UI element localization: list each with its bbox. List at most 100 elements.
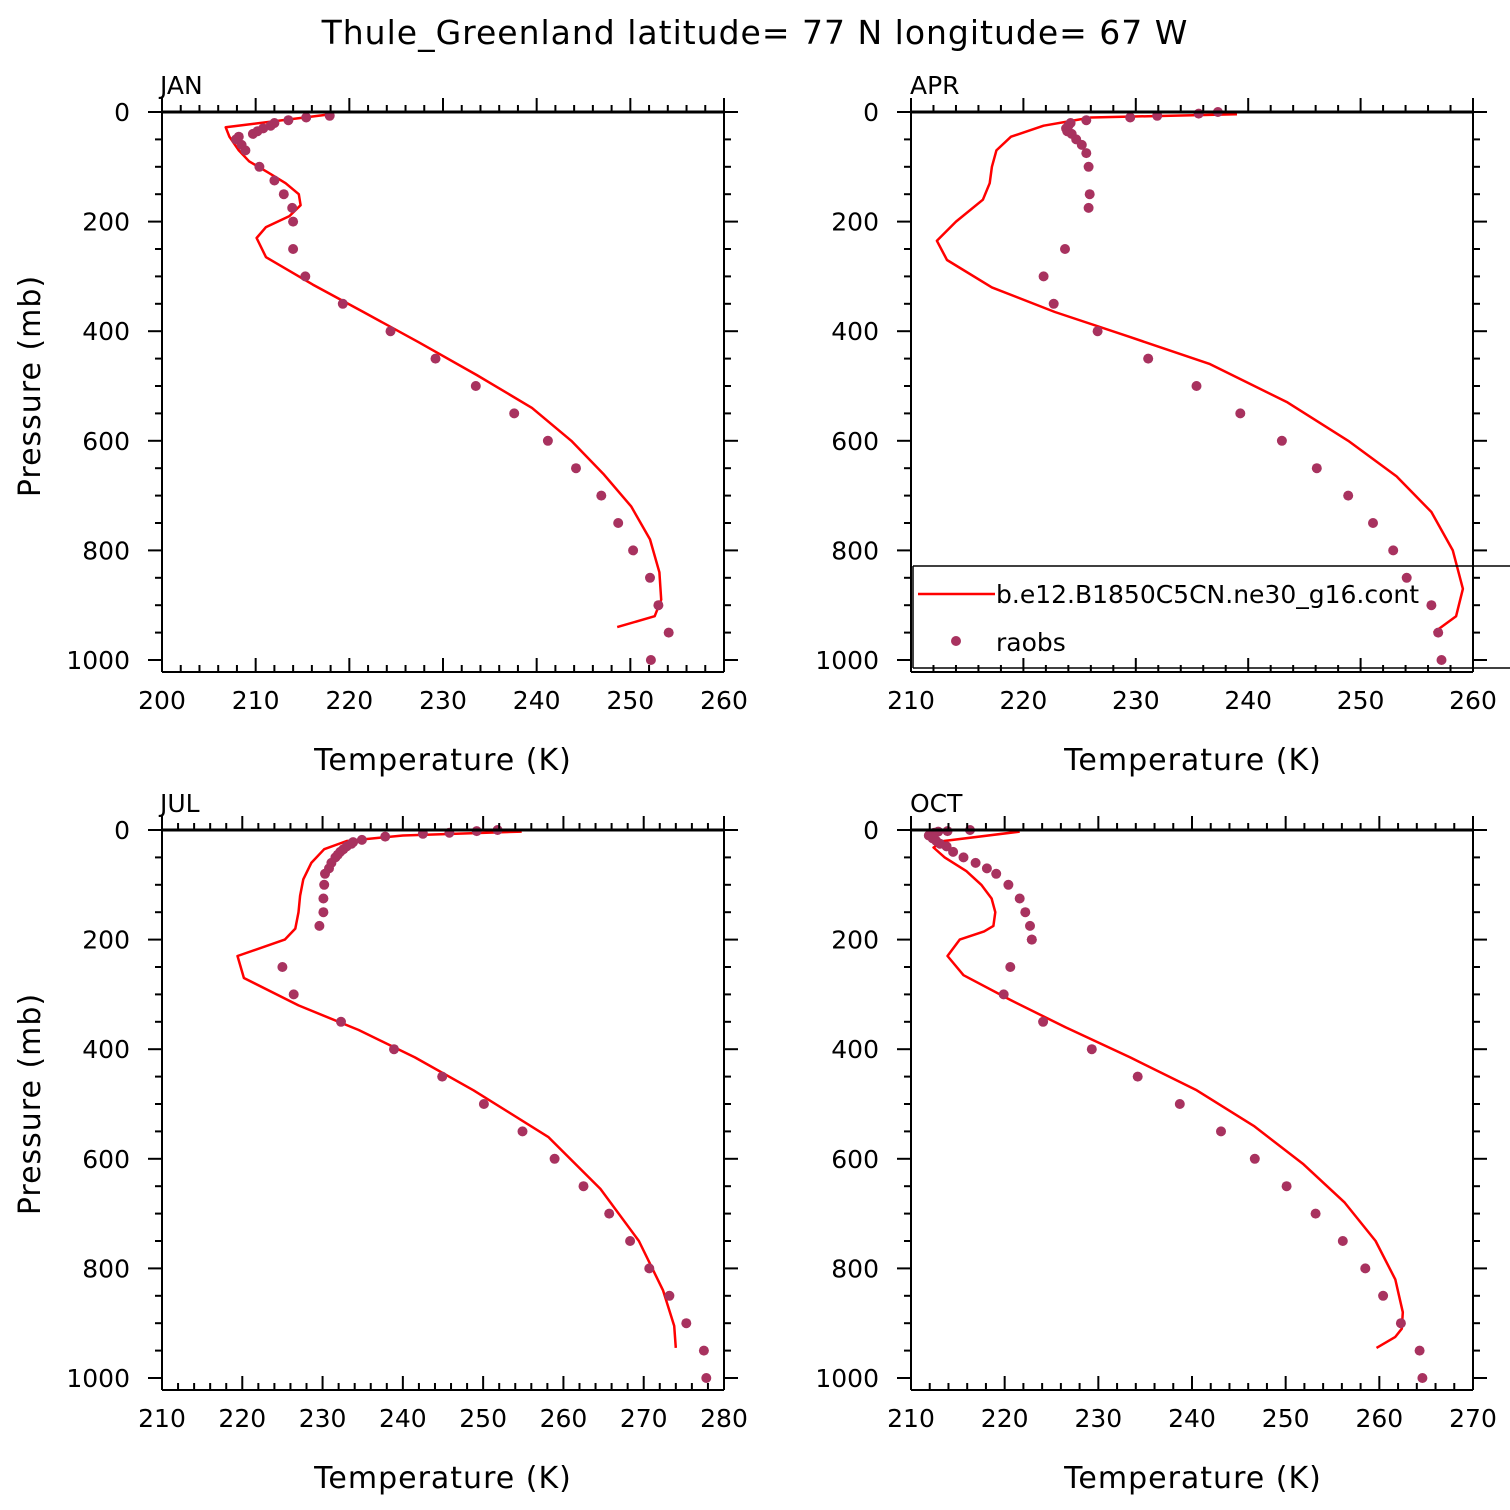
raobs-point [681, 1318, 692, 1329]
raobs-point [698, 1345, 709, 1356]
y-tick-label: 200 [82, 926, 130, 955]
raobs-point [314, 920, 325, 931]
raobs-point [653, 600, 664, 611]
raobs-point [981, 863, 992, 874]
raobs-point [1343, 490, 1354, 501]
panel-jul: JUL 210 220 230 240 250 260 270 280 0 200 400 600 80… [13, 789, 748, 1496]
raobs-point [380, 831, 391, 842]
model-temperature-line [932, 830, 1405, 1349]
x-tick-label: 260 [1355, 1404, 1403, 1433]
y-tick-label: 1000 [66, 646, 130, 675]
x-tick-label: 220 [1000, 686, 1048, 715]
raobs-point [1081, 115, 1092, 126]
axes-apr: 210 220 230 240 250 260 0 200 400 600 800 1000 [815, 98, 1497, 715]
panel-title-oct: OCT [910, 789, 963, 818]
raobs-point [320, 868, 330, 879]
raobs-point [958, 852, 969, 863]
raobs-point [1395, 1318, 1406, 1329]
x-tick-label: 230 [419, 686, 467, 715]
raobs-point [288, 989, 299, 1000]
raobs-point [1083, 202, 1094, 213]
raobs-point [300, 271, 311, 282]
y-tick-label: 800 [82, 1254, 130, 1283]
raobs-point [437, 1071, 448, 1082]
raobs-point [998, 989, 1009, 1000]
y-tick-label: 800 [82, 536, 130, 565]
x-tick-label: 260 [700, 686, 748, 715]
axes-oct: 210 220 230 240 250 260 270 0 200 400 600 800 1000 [815, 816, 1497, 1433]
raobs-point [1193, 108, 1204, 119]
x-axis-label-oct: Temperature (K) [1063, 1461, 1322, 1496]
x-tick-label: 230 [1074, 1404, 1122, 1433]
x-axis-label-apr: Temperature (K) [1063, 743, 1322, 778]
raobs-point [1083, 161, 1094, 172]
raobs-point [645, 572, 655, 583]
raobs-point [277, 962, 288, 972]
raobs-point [240, 145, 251, 156]
raobs-point [1378, 1290, 1389, 1301]
raobs-point [1191, 381, 1202, 391]
panel-title-jan: JAN [158, 71, 203, 100]
y-tick-label: 200 [831, 208, 879, 237]
x-tick-label: 210 [887, 1404, 935, 1433]
x-tick-label: 210 [138, 1404, 186, 1433]
y-tick-label: 600 [82, 427, 130, 456]
x-axis-label-jan: Temperature (K) [313, 743, 572, 778]
raobs-point [1388, 545, 1399, 556]
y-axis-label-jan: Pressure (mb) [13, 275, 48, 497]
raobs-point [1426, 600, 1437, 611]
raobs-point [1003, 879, 1014, 890]
plot-area-jan [224, 110, 674, 665]
legend-obs-marker [951, 636, 961, 646]
raobs-point [1038, 271, 1049, 282]
raobs-point [1026, 934, 1037, 945]
raobs-point [1360, 1263, 1371, 1274]
plot-area-jul [236, 825, 712, 1383]
figure-title: Thule_Greenland latitude= 77 N longitude… [321, 13, 1189, 52]
x-tick-label: 250 [459, 1404, 507, 1433]
raobs-point [542, 435, 553, 446]
panel-oct: OCT 210 220 230 240 250 260 270 0 200 400 600 800 10… [815, 789, 1496, 1496]
y-tick-label: 400 [831, 317, 879, 346]
raobs-point [1014, 893, 1025, 904]
raobs-point [337, 298, 348, 309]
raobs-point [1174, 1099, 1185, 1109]
raobs-point [287, 202, 298, 213]
raobs-point [1060, 244, 1070, 254]
y-tick-label: 200 [831, 926, 879, 955]
raobs-point [625, 1236, 636, 1246]
x-tick-label: 240 [379, 1404, 427, 1433]
y-tick-label: 600 [831, 1145, 879, 1174]
raobs-point [430, 353, 441, 364]
raobs-point [247, 128, 258, 139]
raobs-point [1076, 139, 1087, 150]
x-tick-label: 220 [325, 686, 373, 715]
raobs-point [1276, 435, 1287, 446]
raobs-point [288, 216, 299, 227]
raobs-point [1132, 1071, 1143, 1082]
raobs-point [1235, 408, 1246, 419]
x-tick-label: 260 [540, 1404, 588, 1433]
x-tick-label: 250 [606, 686, 654, 715]
raobs-point [1125, 112, 1136, 123]
axes-jan: 200 210 220 230 240 250 260 0 200 400 600 800 1000 [66, 98, 748, 715]
panel-title-jul: JUL [158, 789, 200, 818]
raobs-point [1433, 627, 1444, 638]
x-tick-label: 200 [138, 686, 186, 715]
raobs-point [571, 463, 581, 474]
raobs-point [1368, 518, 1378, 528]
raobs-point [596, 490, 607, 501]
raobs-point [663, 627, 674, 638]
raobs-point [389, 1044, 399, 1055]
model-temperature-line [935, 112, 1465, 634]
x-tick-label: 220 [218, 1404, 266, 1433]
raobs-point [1084, 189, 1095, 200]
raobs-point [319, 879, 330, 890]
raobs-point [664, 1290, 675, 1301]
axes-jul: 210 220 230 240 250 260 270 280 0 200 400 600 800 100… [66, 816, 748, 1433]
raobs-point [1020, 907, 1031, 918]
raobs-point [1281, 1181, 1292, 1192]
plot-area-apr [935, 107, 1465, 665]
y-tick-label: 200 [82, 208, 130, 237]
x-tick-label: 270 [1449, 1404, 1497, 1433]
